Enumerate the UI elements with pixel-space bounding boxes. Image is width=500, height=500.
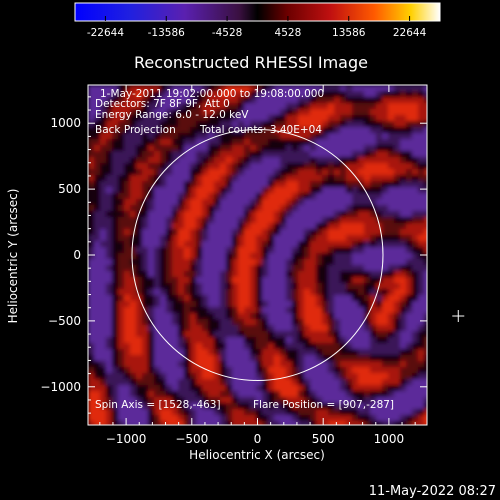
flare-position-label: Flare Position = [907,-287] bbox=[253, 399, 394, 411]
y-tick-label: 1000 bbox=[50, 116, 81, 130]
spin-axis-label: Spin Axis = [1528,-463] bbox=[95, 399, 221, 411]
spin-axis-marker bbox=[452, 310, 465, 323]
x-tick-label: 1000 bbox=[374, 432, 405, 446]
y-tick-label: 500 bbox=[58, 182, 81, 196]
colorbar-tick-label: -4528 bbox=[212, 27, 243, 39]
colorbar-ticks: -22644 -13586 -4528 4528 13586 22644 bbox=[87, 16, 427, 39]
y-tick-label: 0 bbox=[73, 248, 81, 262]
flare-source bbox=[0, 0, 10, 10]
x-tick-label: 500 bbox=[312, 432, 335, 446]
colorbar-tick-label: -13586 bbox=[148, 27, 186, 39]
reconstructed-image bbox=[0, 0, 427, 425]
y-axis-label: Heliocentric Y (arcsec) bbox=[6, 189, 20, 324]
axis-ticks: −1000 −500 0 500 1000 1000 500 0 −500 −1000 bbox=[40, 85, 427, 446]
detectors-label: Detectors: 7F 8F 9F, Att 0 bbox=[95, 98, 230, 110]
y-tick-label: −1000 bbox=[40, 380, 81, 394]
y-tick-label: −500 bbox=[48, 314, 81, 328]
x-tick-label: −500 bbox=[175, 432, 208, 446]
colorbar-tick-label: 13586 bbox=[332, 27, 366, 39]
energy-range-label: Energy Range: 6.0 - 12.0 keV bbox=[95, 109, 249, 121]
x-tick-label: −1000 bbox=[106, 432, 147, 446]
colorbar bbox=[74, 2, 441, 22]
timestamp: 11-May-2022 08:27 bbox=[369, 484, 496, 499]
annotations: 1-May-2011 19:02:00.000 to 19:08:00.000 … bbox=[95, 88, 394, 411]
method-label: Back Projection bbox=[95, 124, 176, 136]
total-counts-label: Total counts: 3.40E+04 bbox=[199, 124, 322, 136]
solar-limb bbox=[131, 129, 384, 381]
chart-title: Reconstructed RHESSI Image bbox=[134, 53, 368, 72]
colorbar-tick-label: 4528 bbox=[275, 27, 302, 39]
x-tick-label: 0 bbox=[254, 432, 262, 446]
colorbar-tick-label: -22644 bbox=[87, 27, 125, 39]
time-range-label: 1-May-2011 19:02:00.000 to 19:08:00.000 bbox=[100, 88, 324, 100]
x-axis-label: Heliocentric X (arcsec) bbox=[189, 448, 325, 462]
colorbar-tick-label: 22644 bbox=[393, 27, 427, 39]
secondary-source bbox=[0, 0, 9, 9]
